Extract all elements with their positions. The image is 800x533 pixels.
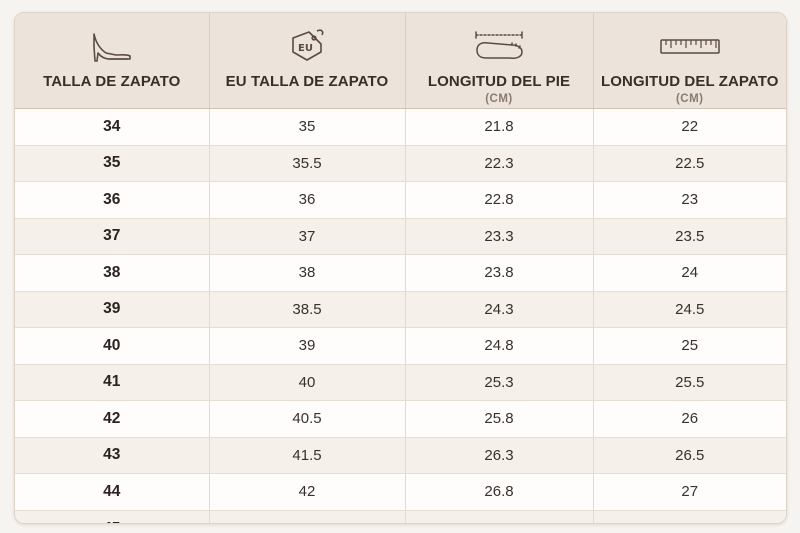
cell-foot-length: 26.8 (405, 473, 594, 511)
cell-shoe-size: 43 (15, 437, 210, 474)
table-row: 34 35 21.8 22 (15, 108, 786, 146)
cell-eu-size: 38 (209, 254, 406, 292)
cell-shoe-size: 42 (15, 400, 210, 438)
shoe-size-table: TALLA DE ZAPATO EU EU TAL (15, 13, 786, 523)
cell-foot-length: 27.3 (405, 510, 594, 523)
header-label: EU TALLA DE ZAPATO (225, 73, 389, 90)
cell-foot-length: 24.3 (405, 291, 594, 328)
table-row: 40 39 24.8 25 (15, 327, 786, 365)
cell-shoe-size: 37 (15, 218, 210, 255)
foot-measure-icon (472, 27, 526, 65)
cell-shoe-length: 26.5 (593, 437, 786, 474)
table-row: 454327.327.5 (15, 510, 786, 523)
cell-shoe-length: 23.5 (593, 218, 786, 255)
table-row: 39 38.5 24.3 24.5 (15, 291, 786, 328)
cell-shoe-size: 38 (15, 254, 210, 292)
cell-shoe-size: 40 (15, 327, 210, 365)
cell-eu-size: 35 (209, 108, 406, 146)
cell-foot-length: 22.3 (405, 145, 594, 182)
size-chart-card: TALLA DE ZAPATO EU EU TAL (14, 12, 787, 524)
cell-eu-size: 40 (209, 364, 406, 401)
cell-shoe-size: 41 (15, 364, 210, 401)
cell-shoe-length: 24 (593, 254, 786, 292)
cell-shoe-length: 26 (593, 400, 786, 438)
header-unit: (CM) (675, 93, 704, 105)
table-row: 41 40 25.3 25.5 (15, 364, 786, 401)
cell-foot-length: 24.8 (405, 327, 594, 365)
table-row: 36 36 22.8 23 (15, 181, 786, 219)
cell-shoe-length: 27 (593, 473, 786, 511)
cell-shoe-size: 36 (15, 181, 210, 219)
header-label: TALLA DE ZAPATO (43, 73, 181, 90)
header-shoe-size: TALLA DE ZAPATO (15, 13, 210, 109)
cell-eu-size: 36 (209, 181, 406, 219)
table-row: 44 42 26.8 27 (15, 473, 786, 511)
header-label: LONGITUD DEL PIE (427, 73, 571, 90)
header-label: LONGITUD DEL ZAPATO (601, 73, 779, 90)
cell-shoe-size: 34 (15, 108, 210, 146)
cell-foot-length: 21.8 (405, 108, 594, 146)
cell-shoe-length: 25.5 (593, 364, 786, 401)
cell-eu-size: 35.5 (209, 145, 406, 182)
eu-tag-text: EU (298, 43, 313, 54)
cell-eu-size: 40.5 (209, 400, 406, 438)
header-unit: (CM) (485, 93, 513, 105)
table-row: 37 37 23.3 23.5 (15, 218, 786, 255)
cell-shoe-length: 23 (593, 181, 786, 219)
cell-shoe-length: 25 (593, 327, 786, 365)
cell-eu-size: 39 (209, 327, 406, 365)
header-eu-size: EU EU TALLA DE ZAPATO (209, 13, 406, 109)
table-row: 38 38 23.8 24 (15, 254, 786, 292)
cell-foot-length: 22.8 (405, 181, 594, 219)
high-heel-shoe-icon (90, 27, 134, 65)
cell-shoe-size: 44 (15, 473, 210, 511)
header-foot-length: LONGITUD DEL PIE (CM) (405, 13, 594, 109)
cell-shoe-length: 27.5 (593, 510, 786, 523)
cell-foot-length: 23.3 (405, 218, 594, 255)
cell-foot-length: 23.8 (405, 254, 594, 292)
cell-eu-size: 43 (209, 510, 406, 523)
cell-shoe-length: 24.5 (593, 291, 786, 328)
table-header-row: TALLA DE ZAPATO EU EU TAL (15, 13, 786, 109)
table-row: 42 40.5 25.8 26 (15, 400, 786, 438)
cell-shoe-length: 22.5 (593, 145, 786, 182)
eu-tag-icon: EU (287, 27, 327, 65)
cell-foot-length: 25.8 (405, 400, 594, 438)
cell-shoe-size: 45 (15, 510, 210, 523)
table-row: 43 41.5 26.3 26.5 (15, 437, 786, 474)
cell-eu-size: 38.5 (209, 291, 406, 328)
header-shoe-length: LONGITUD DEL ZAPATO (CM) (593, 13, 786, 109)
cell-shoe-size: 35 (15, 145, 210, 182)
cell-shoe-length: 22 (593, 108, 786, 146)
cell-eu-size: 41.5 (209, 437, 406, 474)
cell-eu-size: 37 (209, 218, 406, 255)
ruler-icon (659, 27, 721, 65)
cell-foot-length: 26.3 (405, 437, 594, 474)
table-row: 35 35.5 22.3 22.5 (15, 145, 786, 182)
cell-foot-length: 25.3 (405, 364, 594, 401)
cell-shoe-size: 39 (15, 291, 210, 328)
cell-eu-size: 42 (209, 473, 406, 511)
